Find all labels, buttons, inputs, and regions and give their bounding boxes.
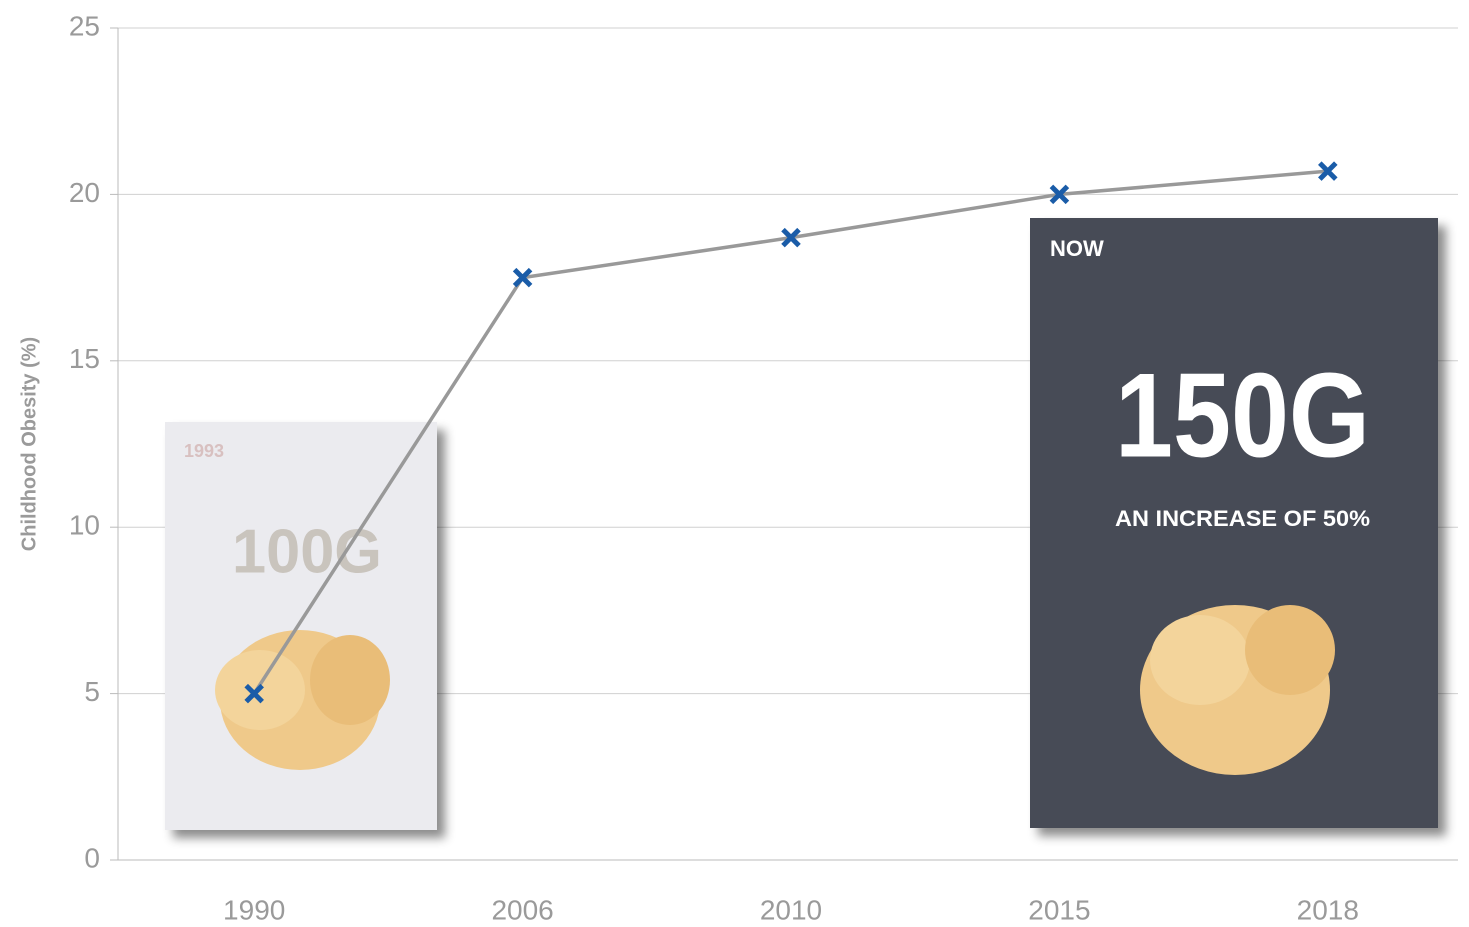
new-chips <box>1140 605 1335 775</box>
marker <box>1049 184 1070 205</box>
y-tick-label: 0 <box>84 842 100 873</box>
old-bag-year: 1993 <box>184 441 224 461</box>
x-tick-label: 2018 <box>1297 894 1359 925</box>
x-tick-label: 2015 <box>1028 894 1090 925</box>
y-tick-label: 10 <box>69 510 100 541</box>
old-bag-weight: 100G <box>232 517 382 586</box>
y-tick-label: 20 <box>69 177 100 208</box>
x-tick-label: 1990 <box>223 894 285 925</box>
x-tick-label: 2006 <box>491 894 553 925</box>
y-tick-label: 25 <box>69 10 100 41</box>
old-chips <box>215 630 390 770</box>
illustrations: 1993 100G NOW 150G AN INCREASE OF 50% <box>165 218 1438 830</box>
new-bag-tag: NOW <box>1050 236 1104 261</box>
new-bag-weight: 150G <box>1115 349 1370 483</box>
new-bag-note: AN INCREASE OF 50% <box>1115 506 1370 531</box>
y-axis-label: Childhood Obesity (%) <box>18 337 40 551</box>
y-tick-label: 15 <box>69 343 100 374</box>
x-tick-label: 2010 <box>760 894 822 925</box>
marker <box>244 683 264 704</box>
y-tick-label: 5 <box>84 676 100 707</box>
marker <box>1318 161 1338 181</box>
marker <box>781 227 801 248</box>
marker <box>512 267 533 288</box>
